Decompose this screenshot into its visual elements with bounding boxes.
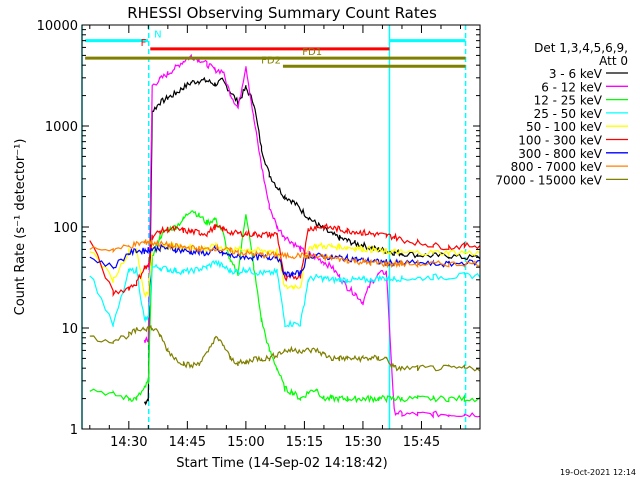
x-tick-label: 14:30: [110, 435, 147, 450]
legend-label-7000-15000-kev: 7000 - 15000 keV: [495, 173, 602, 187]
x-tick-label: 15:15: [286, 435, 323, 450]
legend-label-12-25-kev: 12 - 25 keV: [534, 94, 603, 108]
legend-header-line-1: Det 1,3,4,5,6,9,: [534, 41, 628, 55]
legend-label-100-300-kev: 100 - 300 keV: [518, 134, 602, 148]
series-line-800-7000-kev: [89, 238, 481, 269]
y-axis: 1 10 100 1000 10000: [37, 19, 480, 438]
y-tick-label: 1: [70, 423, 78, 438]
x-tick-label: 15:30: [344, 435, 381, 450]
y-tick-label: 10: [61, 322, 78, 337]
legend-label-800-7000-kev: 800 - 7000 keV: [511, 160, 603, 174]
plot-area: NF FD1 FD2: [81, 25, 481, 429]
x-axis: 14:30 14:45 15:00 15:15 15:30 15:45: [89, 25, 461, 450]
flag-label-f: F: [141, 38, 147, 49]
y-tick-label: 1000: [45, 120, 78, 135]
legend-label-6-12-kev: 6 - 12 keV: [541, 80, 603, 94]
flag-label-n: N: [154, 30, 161, 41]
x-tick-label: 14:45: [169, 435, 206, 450]
x-tick-label: 15:00: [227, 435, 264, 450]
series-line-50-100-kev: [89, 241, 481, 299]
flag-label-fd1: FD1: [302, 47, 322, 58]
series-line-25-50-kev: [89, 259, 481, 328]
legend-label-50-100-kev: 50 - 100 keV: [526, 120, 603, 134]
y-tick-label: 10000: [37, 19, 78, 34]
series-line-3-6-kev: [143, 76, 481, 406]
legend-label-3-6-kev: 3 - 6 keV: [549, 67, 603, 81]
x-axis-label: Start Time (14-Sep-02 14:18:42): [176, 456, 387, 471]
legend-label-25-50-kev: 25 - 50 keV: [534, 107, 603, 121]
plot-frame: [81, 24, 481, 430]
y-tick-label: 100: [53, 221, 78, 236]
flag-label-fd2: FD2: [261, 55, 281, 66]
legend-label-300-800-kev: 300 - 800 keV: [518, 147, 602, 161]
series-line-100-300-kev: [89, 222, 481, 298]
series-line-6-12-kev: [143, 53, 481, 419]
series-line-12-25-kev: [89, 210, 481, 404]
series-line-7000-15000-kev: [89, 324, 481, 372]
series-line-300-800-kev: [89, 243, 481, 279]
y-axis-label: Count Rate (s⁻¹ detector⁻¹): [13, 139, 28, 316]
legend-header-line-2: Att 0: [599, 54, 628, 68]
timestamp: 19-Oct-2021 12:14: [560, 468, 636, 477]
chart-title: RHESSI Observing Summary Count Rates: [127, 4, 437, 22]
x-tick-label: 15:45: [403, 435, 440, 450]
